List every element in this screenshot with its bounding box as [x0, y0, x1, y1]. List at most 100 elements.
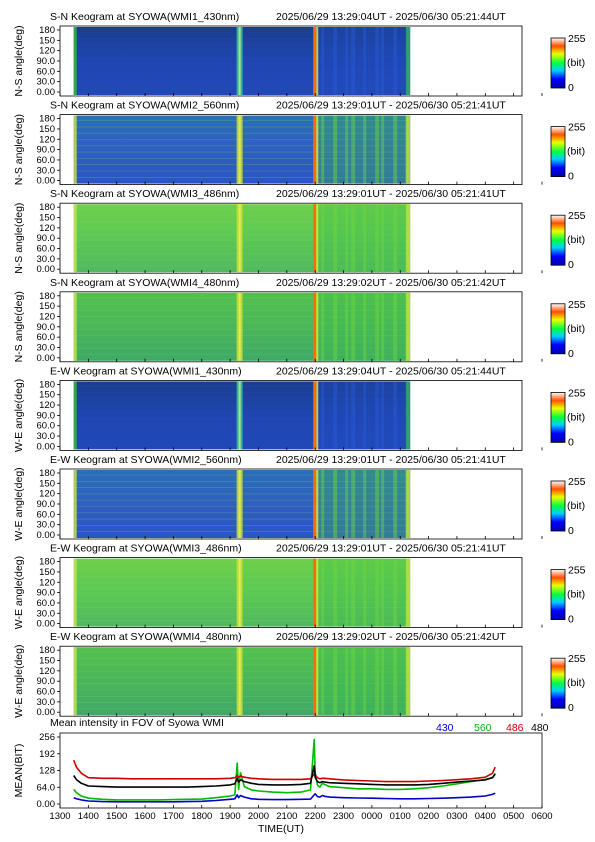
- y-tick-label: 0.00: [37, 619, 56, 630]
- keogram-event-2158: [313, 204, 317, 273]
- colorbar-max-label: 255: [568, 387, 586, 399]
- y-tick-label: 180: [39, 645, 55, 656]
- chart-y-tick-label: 0.00: [37, 799, 56, 810]
- keogram-band: [315, 381, 411, 450]
- panel-time-range: 2025/06/29 13:29:02UT - 2025/06/30 05:21…: [276, 631, 506, 643]
- keogram-event-core: [238, 381, 241, 450]
- keogram-event-core: [238, 292, 241, 361]
- keogram-vertical-stripe: [321, 204, 325, 273]
- keogram-vertical-stripe: [393, 115, 398, 184]
- keogram-event-2158: [313, 470, 317, 538]
- y-tick-label: 180: [39, 379, 55, 390]
- keogram-vertical-stripe: [345, 292, 349, 361]
- y-tick-label: 0.00: [37, 441, 56, 452]
- keogram-vertical-stripe: [333, 381, 338, 450]
- keogram-left-edge: [73, 381, 77, 450]
- keogram-vertical-stripe: [381, 27, 385, 95]
- chart-y-tick-label: 256: [39, 732, 55, 743]
- keogram-vertical-stripe: [393, 558, 398, 627]
- keogram-vertical-stripe: [375, 558, 380, 627]
- colorbar-max-label: 255: [568, 33, 586, 45]
- keogram-event-glow: [316, 647, 319, 716]
- y-tick-label: 90.0: [37, 499, 56, 510]
- chart-title: Mean intensity in FOV of Syowa WMI: [50, 717, 224, 729]
- colorbar: [550, 303, 566, 355]
- keogram-vertical-stripe: [375, 204, 380, 273]
- keogram-vertical-stripe: [363, 27, 367, 95]
- y-tick-label: 120: [39, 666, 55, 677]
- keogram-vertical-stripe: [333, 647, 338, 716]
- y-tick-label: 120: [39, 223, 55, 234]
- keogram-vertical-stripe: [351, 115, 356, 184]
- keogram-vertical-stripe: [321, 292, 325, 361]
- keogram-vertical-stripe: [351, 204, 356, 273]
- colorbar: [550, 391, 566, 443]
- keogram-right-edge: [406, 204, 411, 273]
- panel-time-range: 2025/06/29 13:29:01UT - 2025/06/30 05:21…: [276, 454, 506, 466]
- keogram-vertical-stripe: [345, 381, 349, 450]
- y-tick-label: 30.0: [37, 697, 56, 708]
- y-axis-label: W-E angle(deg): [13, 379, 25, 452]
- y-tick-label: 60.0: [37, 421, 56, 432]
- y-tick-label: 120: [39, 311, 55, 322]
- y-tick-label: 30.0: [37, 77, 56, 88]
- colorbar-unit-label: (bit): [567, 589, 585, 601]
- keogram-band: [315, 204, 411, 273]
- panel-time-range: 2025/06/29 13:29:04UT - 2025/06/30 05:21…: [276, 365, 506, 377]
- keogram-vertical-stripe: [321, 115, 325, 184]
- panel-title: E-W Keogram at SYOWA(WMI4_480nm): [50, 631, 242, 643]
- panel-title: S-N Keogram at SYOWA(WMI1_430nm): [50, 11, 239, 23]
- keogram-right-edge: [406, 470, 411, 538]
- keogram-vertical-stripe: [321, 558, 325, 627]
- chart-x-tick-label: 0300: [446, 811, 467, 822]
- panel-title: E-W Keogram at SYOWA(WMI2_560nm): [50, 454, 242, 466]
- keogram-event-core: [238, 115, 241, 184]
- legend-entry: 560: [474, 722, 492, 734]
- keogram-vertical-stripe: [375, 27, 380, 95]
- y-tick-label: 150: [39, 213, 55, 224]
- colorbar-max-label: 255: [568, 565, 586, 577]
- keogram-vertical-stripe: [363, 204, 367, 273]
- colorbar-unit-label: (bit): [567, 234, 585, 246]
- y-tick-label: 60.0: [37, 332, 56, 343]
- chart-x-tick-label: 2200: [305, 811, 326, 822]
- y-tick-label: 180: [39, 25, 55, 36]
- chart-x-tick-label: 2000: [248, 811, 269, 822]
- keogram-panel: S-N Keogram at SYOWA(WMI1_430nm) 2025/06/…: [13, 11, 586, 98]
- y-tick-label: 60.0: [37, 687, 56, 698]
- keogram-right-edge: [406, 381, 411, 450]
- keogram-vertical-stripe: [381, 115, 385, 184]
- keogram-band: [315, 27, 411, 95]
- colorbar: [550, 569, 566, 620]
- chart-x-tick-label: 1400: [78, 811, 99, 822]
- colorbar-min-label: 0: [568, 171, 574, 183]
- keogram-event-2158: [313, 558, 317, 627]
- y-tick-label: 30.0: [37, 254, 56, 265]
- keogram-vertical-stripe: [333, 470, 338, 538]
- chart-x-tick-label: 1300: [49, 811, 70, 822]
- colorbar-min-label: 0: [568, 702, 574, 714]
- y-tick-label: 90.0: [37, 233, 56, 244]
- colorbar-max-label: 255: [568, 476, 586, 488]
- chart-x-tick-label: 0100: [390, 811, 411, 822]
- y-tick-label: 30.0: [37, 520, 56, 531]
- keogram-vertical-stripe: [321, 470, 325, 538]
- colorbar-min-label: 0: [568, 259, 574, 271]
- y-axis-label: N-S angle(deg): [13, 203, 25, 274]
- y-axis-label: W-E angle(deg): [13, 645, 25, 718]
- colorbar-unit-label: (bit): [567, 323, 585, 335]
- colorbar-min-label: 0: [568, 614, 574, 626]
- colorbar: [550, 657, 566, 709]
- y-tick-label: 180: [39, 468, 55, 479]
- chart-x-tick-label: 1700: [163, 811, 184, 822]
- keogram-vertical-stripe: [381, 470, 385, 538]
- keogram-left-edge: [73, 470, 77, 538]
- colorbar-unit-label: (bit): [567, 411, 585, 423]
- keogram-vertical-stripe: [375, 470, 380, 538]
- keogram-left-edge: [73, 27, 77, 95]
- keogram-right-edge: [406, 292, 411, 361]
- y-axis-label: N-S angle(deg): [13, 25, 25, 96]
- keogram-band: [315, 647, 411, 716]
- y-tick-label: 180: [39, 557, 55, 568]
